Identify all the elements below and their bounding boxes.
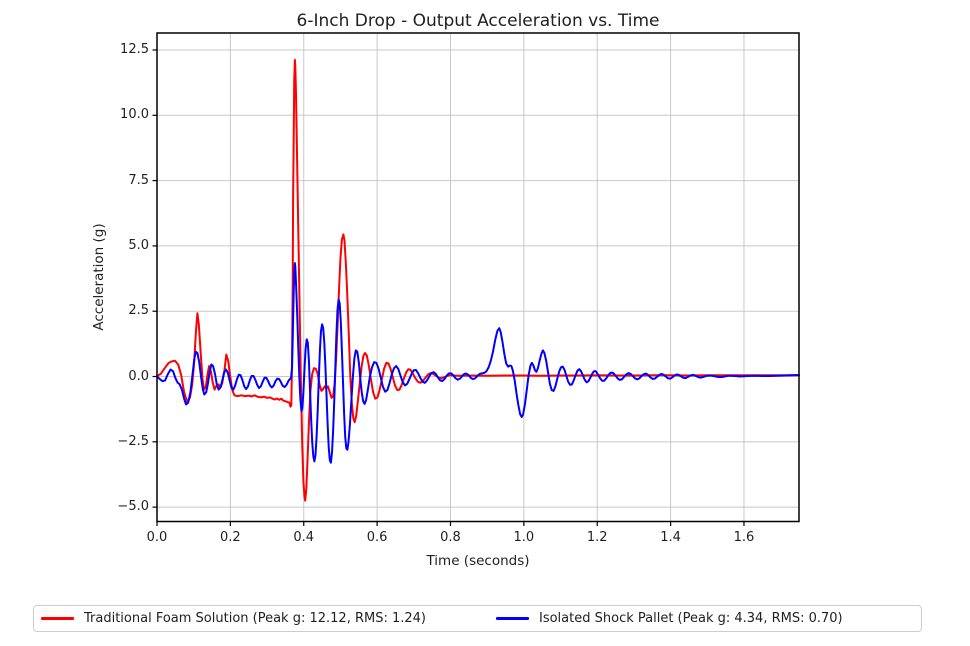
y-tick-label: 2.5 <box>128 303 149 319</box>
y-tick-label: 7.5 <box>128 172 149 188</box>
legend: Traditional Foam Solution (Peak g: 12.12… <box>33 605 922 632</box>
x-tick-label: 1.4 <box>660 530 681 545</box>
y-tick-label: 10.0 <box>120 107 149 123</box>
axes-spines <box>156 32 800 523</box>
x-tick-label: 0.8 <box>440 530 461 545</box>
x-axis-label: Time (seconds) <box>426 553 530 569</box>
x-tick-label: 0.0 <box>146 530 168 545</box>
chart-title: 6-Inch Drop - Output Acceleration vs. Ti… <box>296 11 660 31</box>
legend-line-sample-blue <box>496 617 529 620</box>
legend-label: Isolated Shock Pallet (Peak g: 4.34, RMS… <box>539 611 843 626</box>
legend-label: Traditional Foam Solution (Peak g: 12.12… <box>84 611 426 626</box>
series-line-1 <box>156 262 800 464</box>
legend-line-sample-red <box>41 617 74 620</box>
y-tick-label: −5.0 <box>117 499 149 515</box>
legend-entry-traditional-foam: Traditional Foam Solution (Peak g: 12.12… <box>41 611 426 626</box>
x-tick-label: 0.4 <box>293 530 315 545</box>
x-tick-label: 0.2 <box>220 530 241 545</box>
x-tick-label: 1.0 <box>513 530 535 545</box>
legend-entry-isolated-shock-pallet: Isolated Shock Pallet (Peak g: 4.34, RMS… <box>496 611 843 626</box>
y-tick-label: 12.5 <box>120 41 149 57</box>
y-tick-label: 0.0 <box>128 368 149 384</box>
x-tick-label: 1.2 <box>586 530 608 545</box>
y-tick-label: −2.5 <box>117 433 149 449</box>
x-tick-label: 1.6 <box>733 530 755 545</box>
y-tick-label: 5.0 <box>128 237 149 253</box>
series-line-0 <box>156 58 800 502</box>
x-tick-label: 0.6 <box>366 530 388 545</box>
